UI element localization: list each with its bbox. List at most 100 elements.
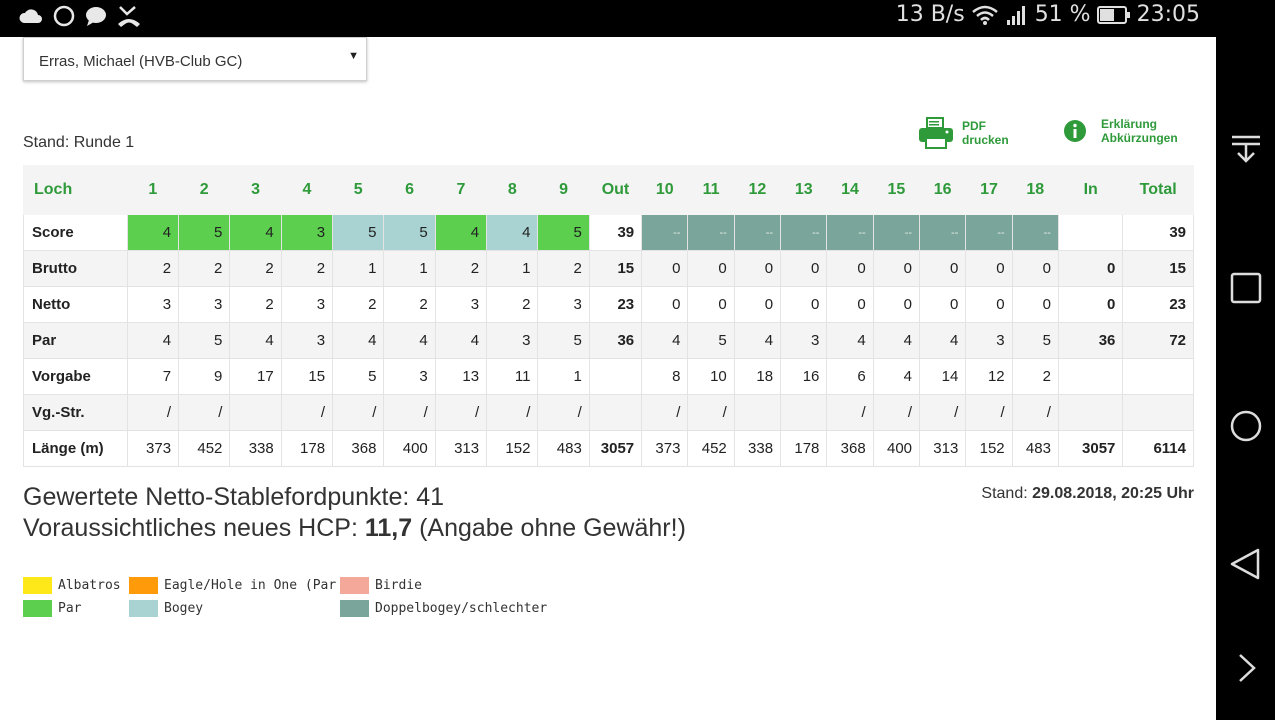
table-cell: 4 xyxy=(641,322,689,359)
cloud-icon xyxy=(19,9,42,23)
table-cell: 313 xyxy=(919,430,967,467)
table-cell: 0 xyxy=(872,250,921,287)
back-icon[interactable] xyxy=(1230,548,1262,580)
table-cell: 23 xyxy=(1122,286,1194,323)
table-cell: 338 xyxy=(229,430,282,467)
column-header: 7 xyxy=(434,165,488,215)
table-cell: 11 xyxy=(486,358,539,395)
table-cell: 36 xyxy=(1057,322,1124,359)
table-cell: 3 xyxy=(434,286,488,323)
table-row: Brutto 2 2 2 2 1 1 2 1 2 15 0 0 0 0 0 0 0 0 0 0 15 xyxy=(23,250,1194,287)
hcp-value: 11,7 xyxy=(364,514,413,542)
table-cell: 7 xyxy=(126,358,180,395)
notification-pulldown-icon[interactable] xyxy=(1230,132,1262,164)
pdf-print-button[interactable]: PDF drucken xyxy=(918,117,1009,149)
home-icon[interactable] xyxy=(1230,410,1262,442)
column-header: 2 xyxy=(178,165,231,215)
table-cell: 3 xyxy=(486,322,539,359)
legend-swatch xyxy=(340,577,369,594)
table-cell: 373 xyxy=(641,430,689,467)
table-cell: 3 xyxy=(537,286,590,323)
round-label: Stand: Runde 1 xyxy=(23,134,135,151)
info-icon xyxy=(1064,120,1086,142)
stableford-value: 41 xyxy=(416,483,445,511)
table-row: Länge (m) 373 452 338 178 368 400 313 152 483 3057… xyxy=(23,430,1194,467)
table-cell: 4 xyxy=(733,322,782,359)
table-cell: 5 xyxy=(332,214,385,251)
explanation-button[interactable]: Erklärung Abkürzungen xyxy=(1063,117,1178,145)
table-cell: 4 xyxy=(126,214,180,251)
table-cell xyxy=(1057,394,1124,431)
net-speed: 13 B/s xyxy=(895,2,965,27)
column-header-hole: Loch xyxy=(23,165,128,215)
legend-item: Albatros xyxy=(23,577,121,594)
table-cell: 5 xyxy=(178,322,231,359)
player-select[interactable]: Erras, Michael (HVB-Club GC) ▼ xyxy=(23,37,367,81)
table-cell: 16 xyxy=(780,358,828,395)
table-cell: 4 xyxy=(229,214,282,251)
table-cell xyxy=(229,394,282,431)
table-cell: 0 xyxy=(733,286,782,323)
table-cell: 4 xyxy=(434,322,488,359)
table-cell: 4 xyxy=(919,322,967,359)
table-cell: 0 xyxy=(919,286,967,323)
table-cell: 2 xyxy=(383,286,436,323)
pdf-label-line1: PDF xyxy=(962,119,986,133)
table-row: Vorgabe 7 9 17 15 5 3 13 11 1 8 10 18 16 6 4 14 12 2 xyxy=(23,358,1194,395)
stand-date-value: 29.08.2018, 20:25 Uhr xyxy=(1032,485,1194,502)
table-cell: 0 xyxy=(780,250,828,287)
legend-swatch xyxy=(129,577,158,594)
dropdown-arrow-icon: ▼ xyxy=(348,50,359,62)
table-cell xyxy=(780,394,828,431)
chat-bubble-icon xyxy=(86,7,106,26)
table-cell: 2 xyxy=(126,250,180,287)
table-cell: / xyxy=(1011,394,1059,431)
table-cell xyxy=(588,358,643,395)
column-header: 13 xyxy=(780,165,828,215)
table-cell: 9 xyxy=(178,358,231,395)
recent-apps-icon[interactable] xyxy=(1230,272,1262,304)
table-cell: 4 xyxy=(434,214,488,251)
table-cell: 3 xyxy=(280,322,334,359)
column-header: 6 xyxy=(383,165,436,215)
table-cell: 2 xyxy=(434,250,488,287)
stableford-line: Gewertete Netto-Stablefordpunkte: 41 xyxy=(23,482,686,513)
table-cell: 15 xyxy=(1122,250,1194,287)
table-cell: 1 xyxy=(383,250,436,287)
table-cell: 452 xyxy=(687,430,735,467)
hcp-line: Voraussichtliches neues HCP: 11,7 (Angab… xyxy=(23,513,686,544)
table-cell xyxy=(1057,214,1124,251)
column-header: 17 xyxy=(965,165,1013,215)
table-cell: 5 xyxy=(537,322,590,359)
table-cell: 0 xyxy=(641,250,689,287)
table-cell: -- xyxy=(1011,214,1059,251)
table-cell: 17 xyxy=(229,358,282,395)
column-header: 14 xyxy=(826,165,874,215)
table-cell: 2 xyxy=(537,250,590,287)
table-cell: 0 xyxy=(687,286,735,323)
table-cell: 39 xyxy=(588,214,643,251)
row-label: Vg.-Str. xyxy=(23,394,128,431)
row-label: Netto xyxy=(23,286,128,323)
legend-item: Eagle/Hole in One (Par 3) xyxy=(129,577,360,594)
legend-label: Par xyxy=(58,601,82,616)
table-cell: 15 xyxy=(280,358,334,395)
table-cell: -- xyxy=(919,214,967,251)
table-cell: 1 xyxy=(332,250,385,287)
scorecard-page: Erras, Michael (HVB-Club GC) ▼ Stand: Ru… xyxy=(0,37,1216,720)
table-cell: 5 xyxy=(537,214,590,251)
pdf-label-line2: drucken xyxy=(962,133,1009,147)
table-cell: 4 xyxy=(383,322,436,359)
table-cell xyxy=(588,394,643,431)
table-cell: 3 xyxy=(965,322,1013,359)
table-cell: 23 xyxy=(588,286,643,323)
table-cell: 0 xyxy=(965,250,1013,287)
table-cell: 0 xyxy=(1057,286,1124,323)
table-cell: 483 xyxy=(537,430,590,467)
table-cell: 0 xyxy=(733,250,782,287)
table-cell: 400 xyxy=(383,430,436,467)
notification-icons xyxy=(18,4,142,28)
chevron-right-icon[interactable] xyxy=(1230,652,1262,684)
table-cell: 6114 xyxy=(1122,430,1194,467)
table-cell: / xyxy=(280,394,334,431)
